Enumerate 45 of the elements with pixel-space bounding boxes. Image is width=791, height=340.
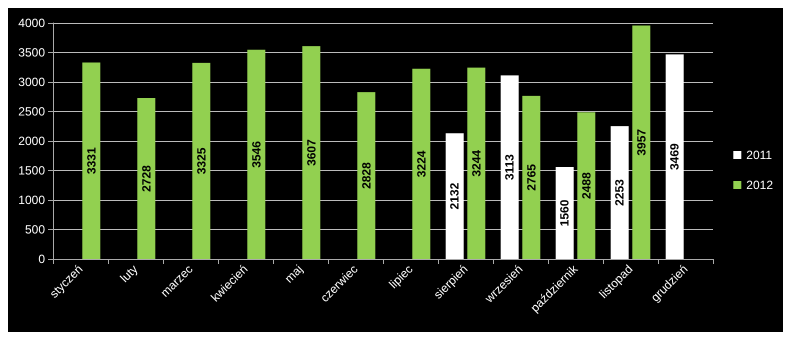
data-label: 3244 — [469, 150, 484, 177]
data-label: 3607 — [304, 138, 318, 166]
bar — [302, 46, 320, 259]
bar — [500, 75, 519, 259]
bar — [632, 26, 650, 259]
bar — [446, 133, 464, 259]
data-label: 2488 — [579, 172, 594, 199]
data-label: 2828 — [359, 162, 374, 189]
y-tick-label: 2000 — [18, 134, 46, 148]
y-tick-label: 2500 — [18, 104, 46, 118]
data-label: 3113 — [502, 154, 517, 180]
data-label: 2728 — [139, 164, 154, 192]
y-tick-label: 500 — [24, 222, 46, 236]
bar — [82, 62, 100, 259]
data-label: 3325 — [194, 147, 208, 174]
bar — [666, 54, 684, 259]
bar — [137, 98, 156, 259]
bar — [467, 68, 486, 259]
y-tick-label: 1000 — [18, 193, 46, 207]
data-label: 2765 — [524, 164, 538, 191]
bar — [412, 68, 430, 259]
legend-label: 2012 — [746, 178, 774, 192]
data-label: 3957 — [634, 128, 648, 156]
data-label: 3224 — [414, 150, 428, 178]
bar — [247, 50, 266, 259]
data-label: 3546 — [249, 140, 264, 168]
bar — [192, 62, 210, 259]
legend-label: 2011 — [746, 148, 772, 162]
y-tick-label: 1500 — [18, 164, 46, 178]
bar — [357, 92, 376, 259]
y-tick-label: 4000 — [18, 16, 46, 30]
y-tick-label: 3000 — [18, 75, 46, 89]
data-label: 1560 — [558, 199, 572, 226]
y-tick-label: 0 — [38, 252, 46, 266]
x-tick-label: maj — [282, 262, 306, 286]
data-label: 3331 — [84, 147, 98, 174]
data-label: 2253 — [612, 178, 627, 206]
x-tick-label: luty — [117, 262, 140, 286]
data-label: 2132 — [448, 182, 462, 210]
bar — [556, 166, 574, 259]
bar — [522, 96, 540, 259]
data-label: 3469 — [668, 142, 682, 170]
bar — [610, 126, 629, 259]
bar — [577, 112, 596, 259]
y-tick-label: 3500 — [18, 46, 46, 60]
